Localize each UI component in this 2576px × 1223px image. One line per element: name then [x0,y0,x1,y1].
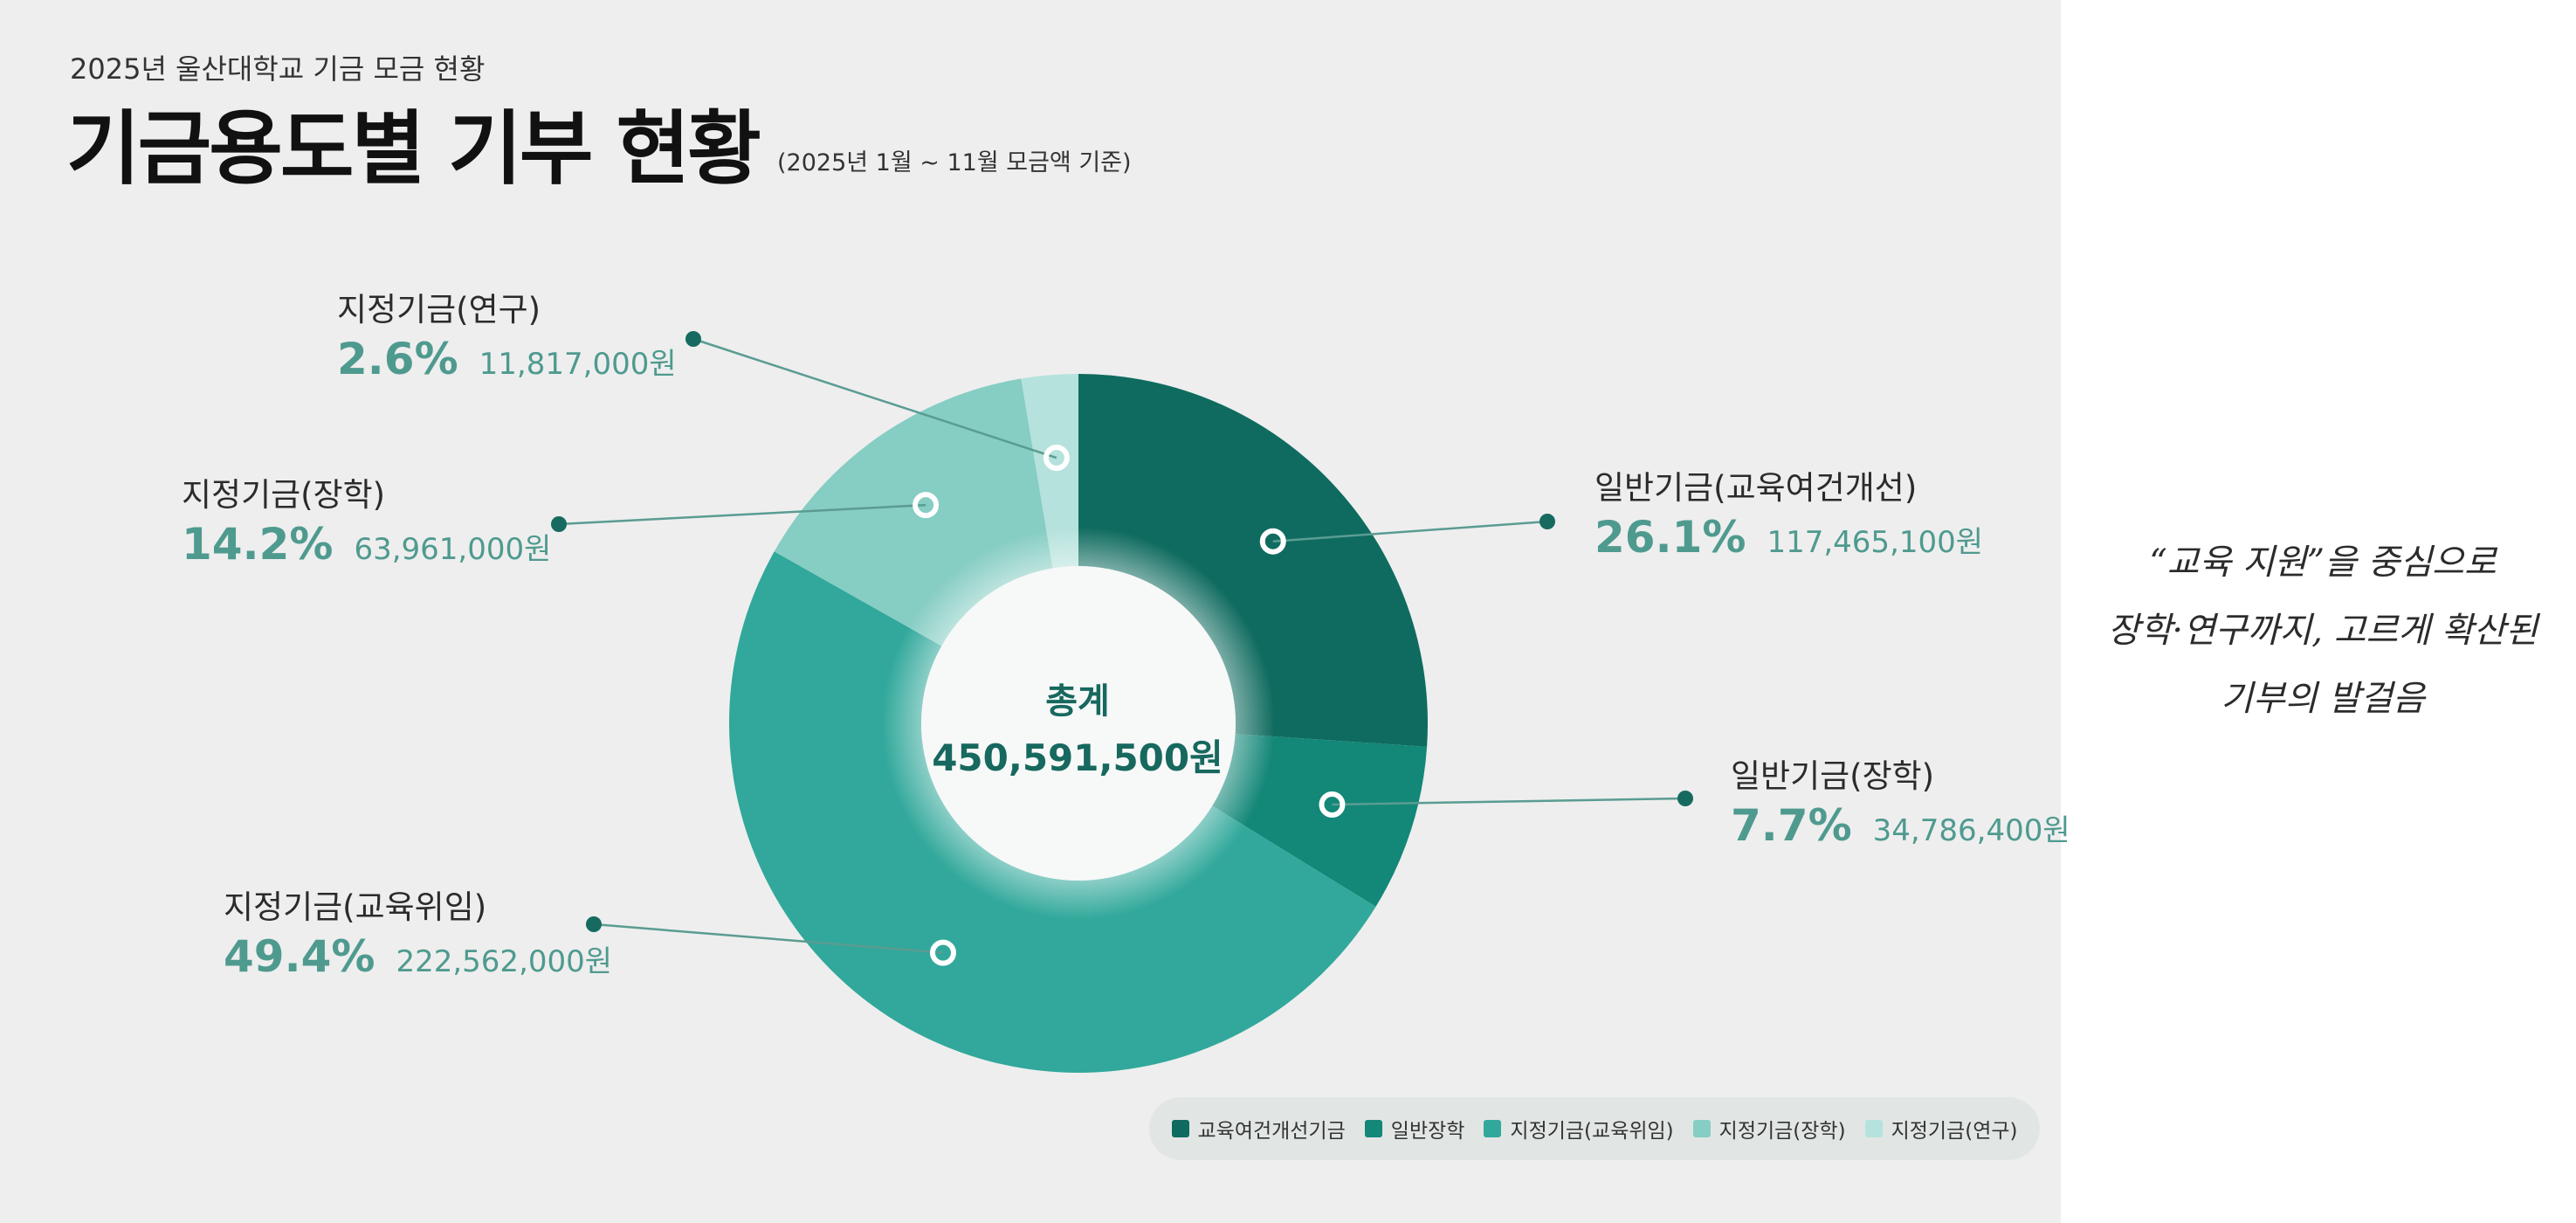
page-subtitle: 2025년 울산대학교 기금 모금 현황 [70,52,486,86]
legend-label: 지정기금(교육위임) [1510,1120,1674,1143]
summary-quote: “교육 지원”을 중심으로 장학·연구까지, 고르게 확산된 기부의 발걸음 [2070,529,2576,733]
slice-label-general-scholarship: 일반기금(장학) 7.7% 34,786,400원 [1731,750,2070,851]
slice-general-education [1078,374,1428,747]
legend-item: 교육여건개선기금 [1171,1114,1346,1144]
slice-amount: 34,786,400원 [1872,813,2070,848]
total-value: 450,591,500원 [932,736,1223,779]
leader-dot [1677,791,1693,806]
total-summary: 총계 450,591,500원 [903,673,1252,782]
slice-label-designated-education: 지정기금(교육위임) 49.4% 222,562,000원 [224,881,612,982]
slice-marker [929,939,956,966]
slice-amount: 11,817,000원 [479,347,677,382]
slice-marker [1319,791,1346,818]
leader-line [1332,797,1686,806]
leader-line [1272,520,1548,542]
slice-label-general-education: 일반기금(교육여건개선) 26.1% 117,465,100원 [1595,461,1983,563]
slice-name: 지정기금(연구) [337,291,541,328]
legend-label: 교육여건개선기금 [1197,1120,1346,1143]
slice-percent: 14.2% [182,519,334,570]
slice-name: 지정기금(장학) [182,476,386,514]
slice-label-designated-research: 지정기금(연구) 2.6% 11,817,000원 [337,283,677,384]
legend-swatch [1364,1120,1382,1137]
slice-percent: 2.6% [337,334,458,384]
legend-swatch [1692,1120,1711,1137]
slice-percent: 26.1% [1595,512,1746,563]
donut-chart [551,331,1693,1073]
leader-dot [685,331,701,347]
legend-item: 지정기금(장학) [1692,1114,1846,1144]
legend-item: 지정기금(교육위임) [1484,1114,1674,1144]
slice-marker [913,492,940,519]
page-title: 기금용도별 기부 현황 [66,102,761,196]
legend-swatch [1171,1120,1189,1137]
slice-percent: 7.7% [1731,800,1852,851]
legend-item: 지정기금(연구) [1864,1114,2018,1144]
legend-label: 일반장학 [1390,1120,1465,1143]
leader-line [558,503,926,526]
slice-amount: 117,465,100원 [1767,525,1984,560]
legend-item: 일반장학 [1364,1114,1465,1144]
legend-label: 지정기금(연구) [1891,1120,2018,1143]
chart-legend: 교육여건개선기금 일반장학 지정기금(교육위임) 지정기금(장학) 지정기금(연… [1149,1097,2040,1160]
quote-line: 장학·연구까지, 고르게 확산된 [2107,611,2538,651]
leader-dot [1539,514,1555,529]
slice-name: 일반기금(교육여건개선) [1595,469,1918,507]
leader-line [692,337,1057,459]
legend-label: 지정기금(장학) [1718,1120,1846,1143]
slice-marker [1259,528,1286,555]
leader-line [593,922,944,954]
slice-percent: 49.4% [224,931,375,982]
quote-line: 기부의 발걸음 [2221,679,2425,719]
total-label: 총계 [1045,681,1110,722]
slice-label-designated-scholarship: 지정기금(장학) 14.2% 63,961,000원 [182,468,551,570]
slice-marker [1043,445,1070,472]
slice-amount: 222,562,000원 [396,944,613,979]
slice-amount: 63,961,000원 [354,532,552,567]
leader-dot [586,916,602,932]
quote-line: “교육 지원”을 중심으로 [2149,542,2497,583]
leader-dot [551,516,567,532]
slice-name: 일반기금(장학) [1731,757,1935,795]
center-disc [921,566,1236,881]
slice-designated-research [1021,374,1078,569]
legend-swatch [1484,1120,1502,1137]
basis-note: (2025년 1월 ~ 11월 모금액 기준) [777,149,1132,176]
legend-swatch [1864,1120,1883,1137]
slice-name: 지정기금(교육위임) [224,888,487,926]
